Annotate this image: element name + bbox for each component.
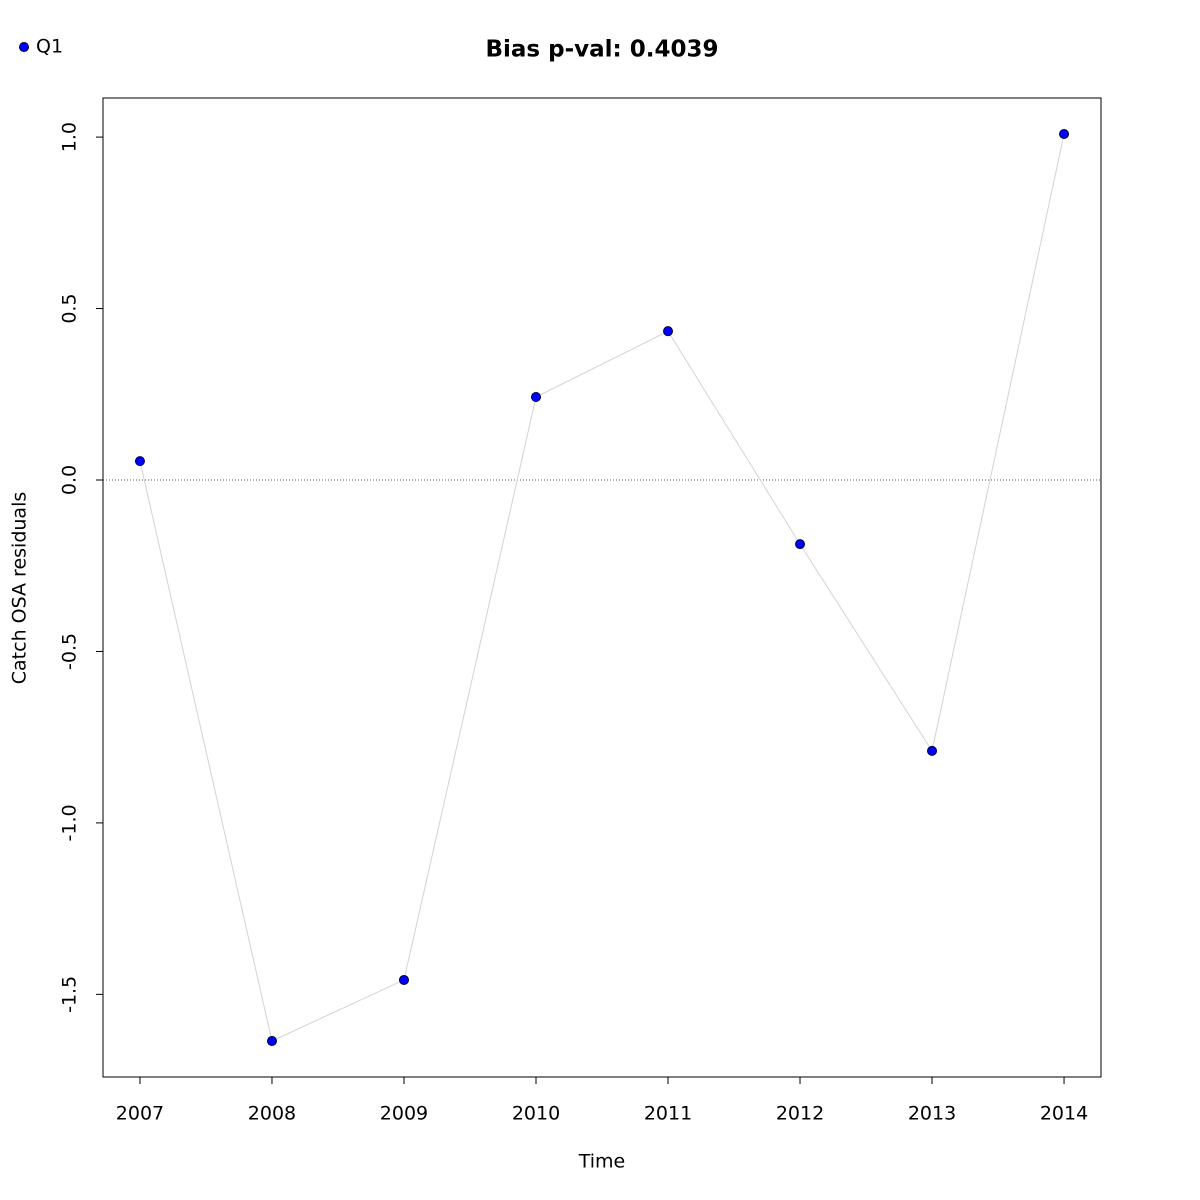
x-tick-label: 2011 [644,1103,692,1125]
x-tick-label: 2014 [1040,1103,1088,1125]
x-tick-label: 2012 [776,1103,824,1125]
x-tick-label: 2013 [908,1103,956,1125]
point [134,456,145,467]
legend-marker [19,42,29,52]
point [663,326,674,337]
chart-title: Bias p-val: 0.4039 [486,37,719,63]
series-line [139,133,1065,1042]
y-tick-label: -0.5 [59,633,81,670]
point [795,539,806,550]
y-tick-label: 1.0 [59,122,81,152]
x-tick-label: 2007 [116,1103,164,1125]
y-tick-label: -1.0 [59,804,81,841]
x-axis-title: Time [578,1151,626,1173]
point [927,745,938,756]
point [398,974,409,985]
y-tick-label: -1.5 [59,976,81,1013]
point [530,392,541,403]
point [266,1035,277,1046]
legend-label: Q1 [36,36,63,58]
y-tick-label: 0.5 [59,293,81,323]
y-tick-label: 0.0 [59,465,81,495]
plot-frame [102,97,1102,1078]
x-tick-label: 2008 [248,1103,296,1125]
x-tick-label: 2009 [380,1103,428,1125]
y-axis-title: Catch OSA residuals [9,492,31,684]
point [1059,129,1070,140]
x-tick-label: 2010 [512,1103,560,1125]
